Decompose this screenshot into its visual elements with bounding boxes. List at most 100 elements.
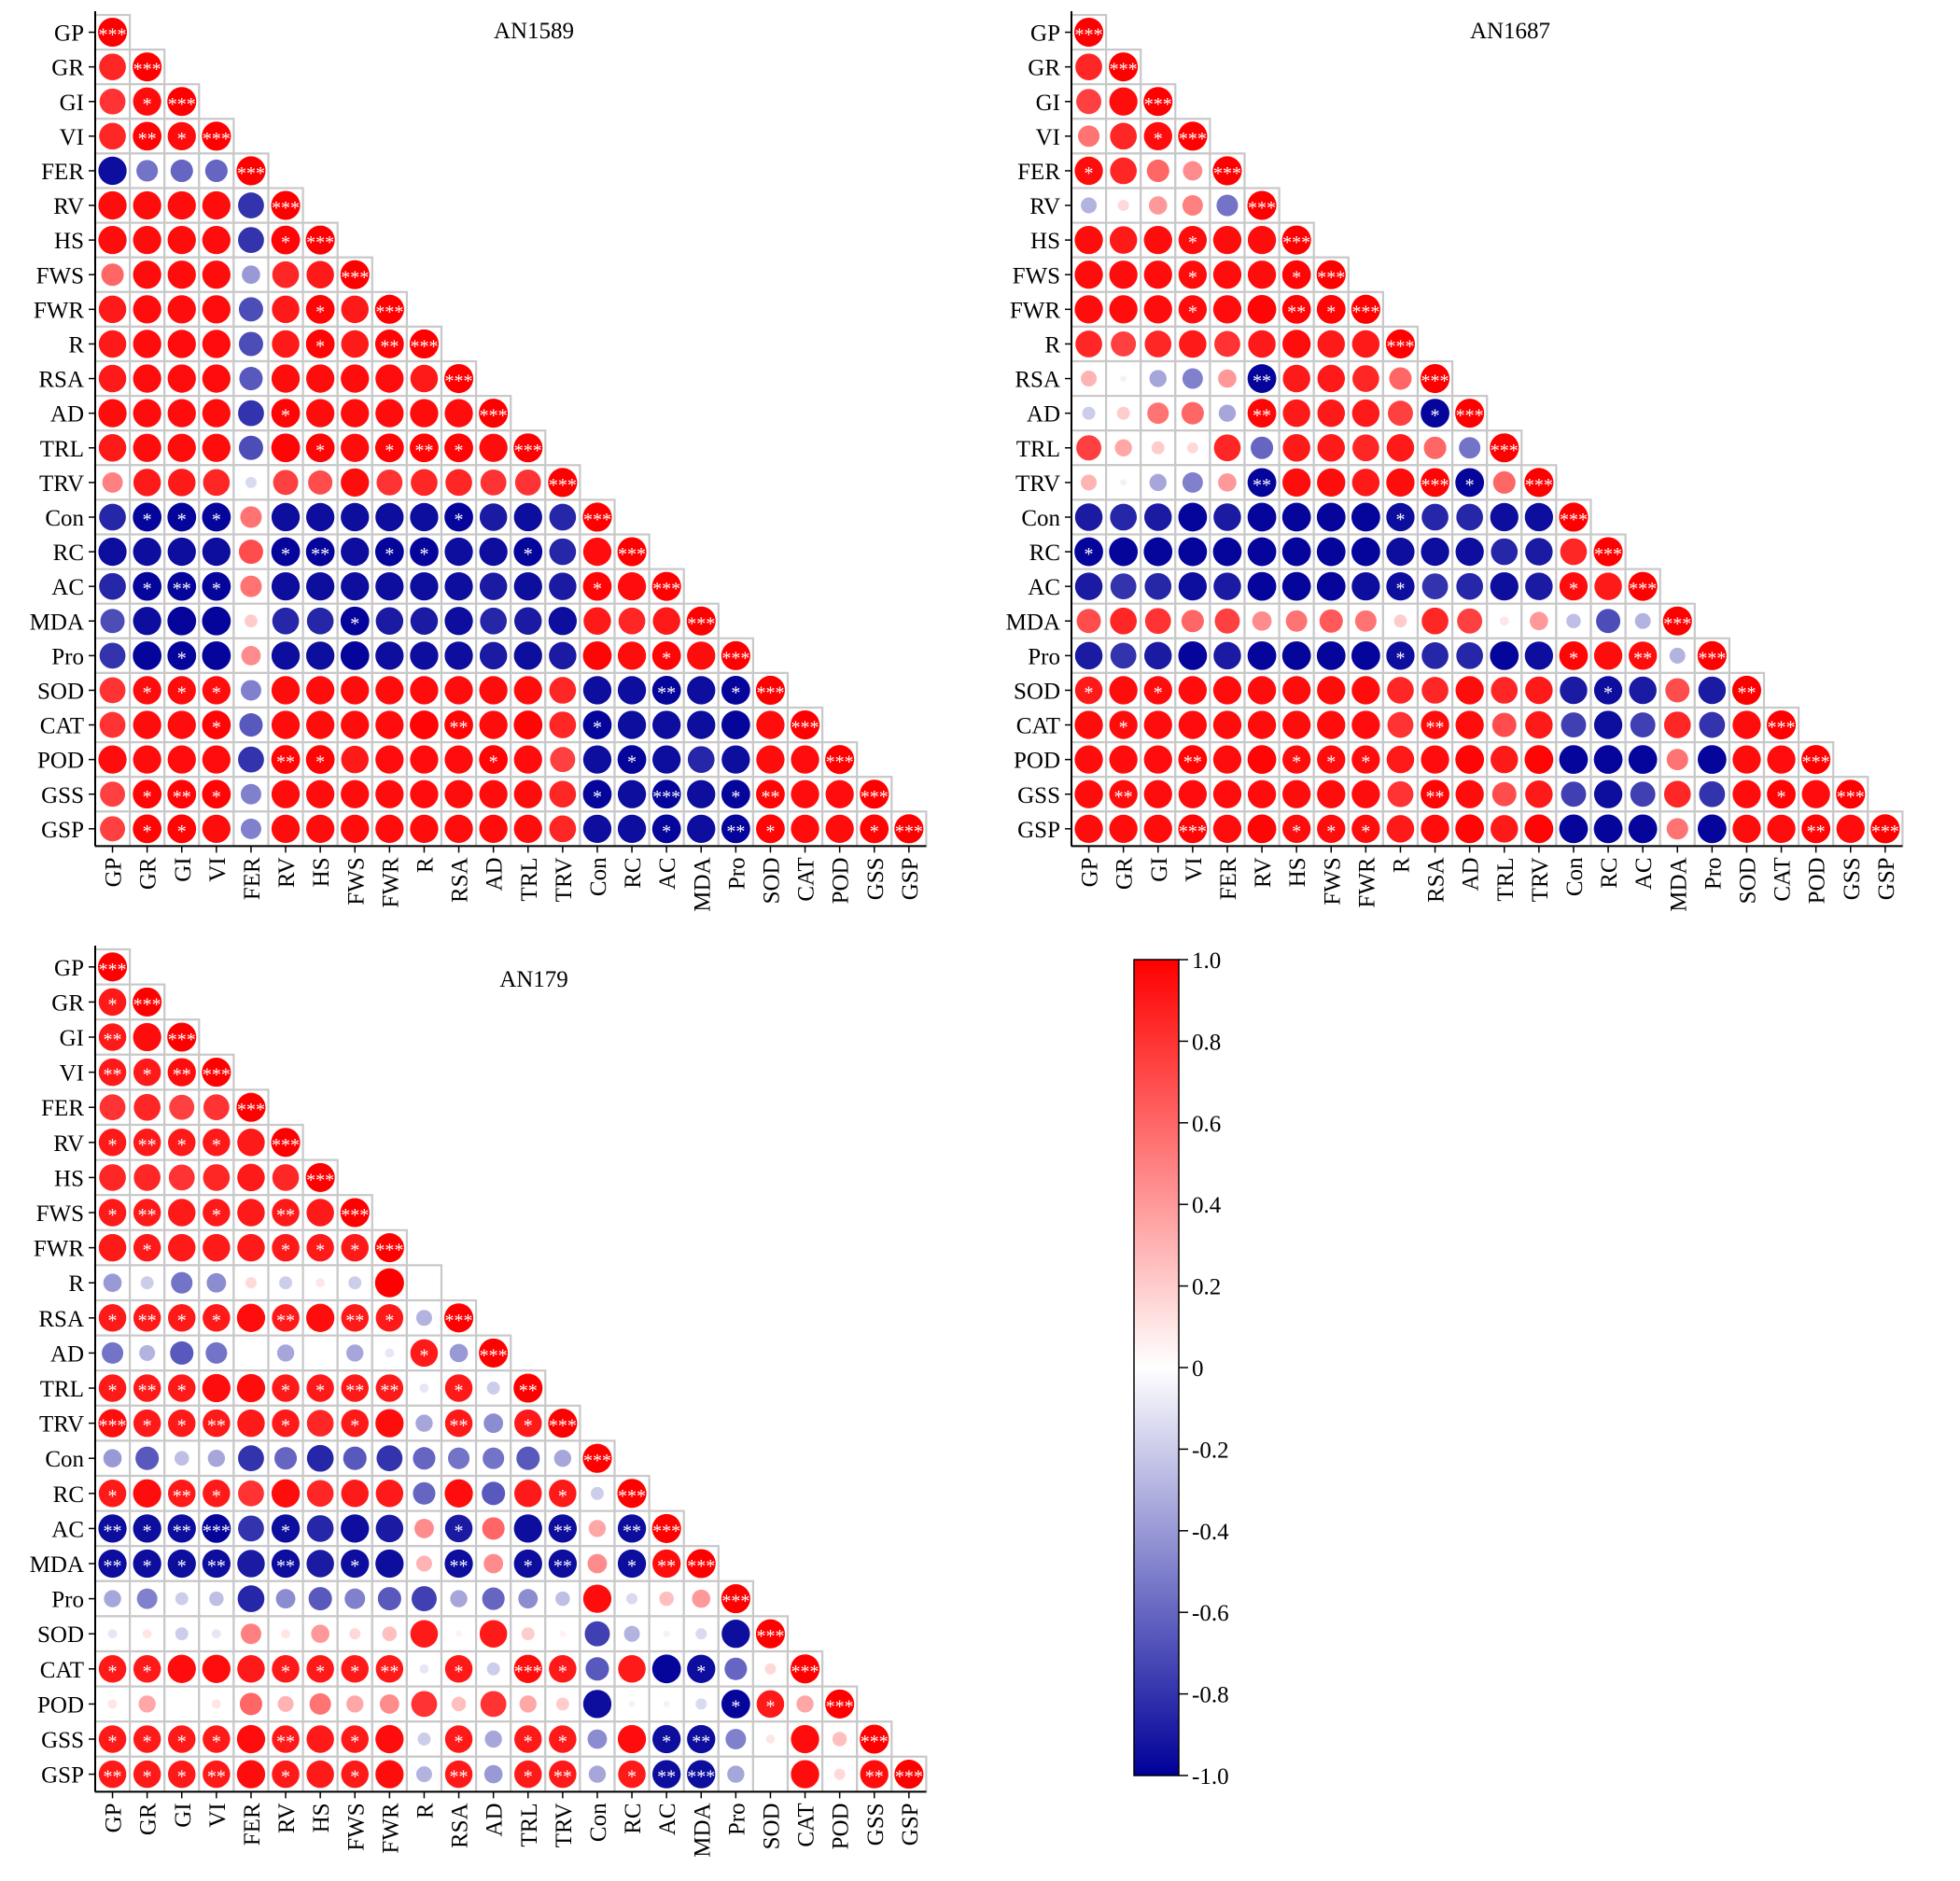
correlation-circle <box>306 260 334 289</box>
correlation-circle <box>382 1626 398 1641</box>
y-tick-label: TRL <box>40 437 84 462</box>
correlation-circle <box>1075 330 1102 358</box>
correlation-circle <box>133 1760 161 1789</box>
correlation-circle <box>1767 814 1796 844</box>
significance-label: * <box>177 682 187 703</box>
significance-label: *** <box>168 94 196 115</box>
correlation-circle <box>98 1514 127 1543</box>
correlation-circle <box>100 781 126 807</box>
significance-label: ** <box>276 1556 295 1577</box>
correlation-circle <box>375 745 404 774</box>
significance-label: * <box>1154 682 1163 703</box>
correlation-circle <box>618 1760 646 1789</box>
correlation-circle <box>1351 814 1380 844</box>
correlation-circle <box>139 1344 156 1361</box>
correlation-circle <box>651 571 681 601</box>
correlation-circle <box>167 1549 196 1579</box>
significance-label: *** <box>1421 475 1449 496</box>
correlation-circle <box>1218 473 1237 492</box>
correlation-circle <box>513 710 543 739</box>
correlation-circle <box>305 710 335 739</box>
significance-label: ** <box>553 1556 572 1577</box>
correlation-circle <box>1247 190 1277 220</box>
significance-label: * <box>177 1135 187 1156</box>
significance-label: ** <box>276 1311 295 1331</box>
correlation-circle <box>687 676 716 705</box>
correlation-circle <box>1455 537 1484 567</box>
correlation-circle <box>548 468 578 498</box>
correlation-circle <box>1178 676 1208 705</box>
significance-label: *** <box>375 302 403 322</box>
correlation-circle <box>1317 779 1346 808</box>
correlation-circle <box>133 1164 161 1191</box>
correlation-circle <box>272 1199 300 1227</box>
correlation-circle <box>133 571 162 601</box>
correlation-circle <box>1143 295 1172 324</box>
correlation-circle <box>1214 608 1240 634</box>
significance-label: ** <box>1426 787 1445 807</box>
correlation-circle <box>1525 779 1553 808</box>
correlation-circle <box>1386 433 1415 462</box>
correlation-circle <box>1143 676 1172 705</box>
correlation-circle <box>1111 330 1137 357</box>
y-tick-label: GSP <box>41 1763 84 1789</box>
correlation-circle <box>240 506 262 528</box>
correlation-circle <box>1074 676 1103 705</box>
correlation-circle <box>448 1447 470 1469</box>
correlation-circle <box>375 1304 404 1332</box>
correlation-circle <box>617 641 647 670</box>
significance-label: * <box>419 1345 428 1366</box>
correlation-circle <box>513 1549 542 1579</box>
correlation-circle <box>721 745 750 774</box>
significance-label: ** <box>104 1030 122 1050</box>
significance-label: *** <box>1248 198 1276 218</box>
significance-label: *** <box>756 682 784 703</box>
correlation-circle <box>623 1625 640 1642</box>
x-tick-label: SOD <box>1735 857 1760 904</box>
correlation-circle <box>272 295 300 324</box>
significance-label: * <box>281 1767 290 1788</box>
correlation-circle <box>518 1589 539 1609</box>
significance-label: ** <box>1807 821 1826 842</box>
correlation-circle <box>271 745 301 775</box>
correlation-circle <box>272 260 300 288</box>
correlation-circle <box>548 1549 578 1579</box>
correlation-circle <box>410 364 439 393</box>
correlation-circle <box>133 710 161 739</box>
correlation-circle <box>1252 611 1272 631</box>
correlation-circle <box>483 1447 505 1469</box>
correlation-circle <box>1212 710 1242 739</box>
correlation-circle <box>306 1444 334 1472</box>
x-tick-label: GSP <box>898 857 923 900</box>
y-tick-label: GI <box>60 1026 84 1051</box>
correlation-circle <box>99 1164 126 1191</box>
significance-label: * <box>1603 682 1613 703</box>
significance-label: * <box>419 544 428 565</box>
correlation-circle <box>238 540 263 565</box>
correlation-circle <box>1110 122 1137 150</box>
significance-label: ** <box>138 1381 157 1401</box>
correlation-circle <box>549 1655 577 1683</box>
correlation-circle <box>1524 468 1554 498</box>
correlation-circle <box>273 470 299 496</box>
correlation-circle <box>305 571 335 601</box>
significance-label: * <box>177 1732 187 1752</box>
correlation-circle <box>1143 225 1172 255</box>
correlation-circle <box>549 677 577 704</box>
x-tick-label: FWR <box>1354 857 1379 908</box>
correlation-circle <box>349 1628 361 1640</box>
significance-label: * <box>455 1381 464 1401</box>
y-tick-label: VI <box>1036 125 1060 150</box>
correlation-circle <box>479 710 508 739</box>
significance-label: * <box>662 1732 671 1752</box>
correlation-circle <box>721 1584 750 1614</box>
correlation-circle <box>374 294 404 324</box>
correlation-circle <box>99 572 126 600</box>
correlation-circle <box>1178 710 1208 739</box>
axis-labels: GP GP GR GR GI GI VI VI FER FER RV RV HS HS FWS FWS FWR F… <box>1006 21 1899 912</box>
correlation-circle <box>513 537 543 567</box>
heatmap-cell <box>267 1579 304 1618</box>
y-tick-label: MDA <box>30 610 84 635</box>
correlation-circle <box>444 710 473 739</box>
